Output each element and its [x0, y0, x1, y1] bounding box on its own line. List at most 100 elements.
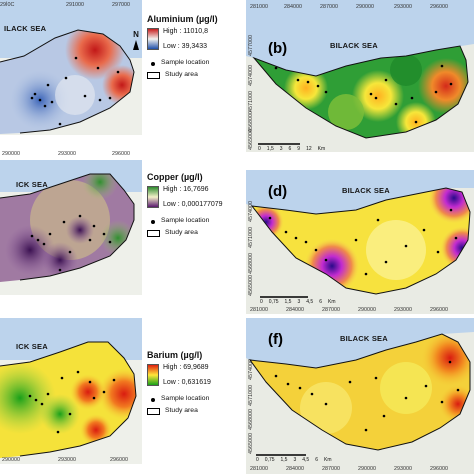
- scale-label: Km: [317, 146, 326, 152]
- legend-color-ramp: [147, 364, 159, 386]
- scale-label: 9: [297, 146, 301, 152]
- north-label: N: [133, 30, 139, 39]
- tick-top-b-2: 287000: [320, 4, 338, 10]
- sea-label-c: ICK SEA: [16, 180, 48, 189]
- scale-label: 4,5: [306, 299, 314, 305]
- legend-high: High : 11010,8: [163, 28, 209, 35]
- scale-label: 3: [293, 457, 297, 463]
- sea-label-e: ICK SEA: [16, 342, 48, 351]
- study-area-box-icon: [147, 72, 160, 79]
- tick-left-d-1: 4571000: [248, 227, 254, 248]
- legend-color-ramp: [147, 186, 159, 208]
- tick-top-a-0: 29Ì0C: [0, 2, 15, 8]
- tick-bottom-d-3: 290000: [358, 307, 376, 313]
- study-area-box-icon: [147, 230, 160, 237]
- tick-bottom-e-1: 293000: [58, 457, 76, 463]
- legend-color-ramp: [147, 28, 159, 50]
- scale-labels-f: 0 0,75 1,5 3 4,5 6 Km: [256, 457, 337, 463]
- tick-left-f-0: 4574000: [248, 359, 254, 380]
- tick-left-b-2: 4571000: [248, 91, 254, 112]
- scale-label: Km: [327, 299, 336, 305]
- tick-bottom-f-1: 284000: [286, 466, 304, 472]
- legend-study: Study area: [165, 71, 198, 78]
- sample-dot-icon: [151, 62, 155, 66]
- sea-label-f: BILACK SEA: [340, 334, 388, 343]
- tick-top-b-5: 296000: [430, 4, 448, 10]
- map-image-barium-left: [0, 318, 142, 464]
- legend-sample: Sample location: [161, 59, 210, 66]
- tick-bottom-d-2: 287000: [322, 307, 340, 313]
- tick-bottom-e-0: 290000: [2, 457, 20, 463]
- tick-top-a-2: 297000: [112, 2, 130, 8]
- map-image-aluminium-right: [246, 0, 474, 152]
- tick-bottom-e-2: 296000: [110, 457, 128, 463]
- tick-top-b-0: 281000: [250, 4, 268, 10]
- scale-label: 12: [306, 146, 312, 152]
- legend-title: Barium (µg/l): [147, 350, 203, 360]
- map-image-copper-left: [0, 160, 142, 295]
- tick-top-a-1: 291000: [66, 2, 84, 8]
- tick-left-f-3: 4565000: [248, 433, 254, 454]
- tick-top-b-4: 293000: [394, 4, 412, 10]
- tick-top-b-3: 290000: [356, 4, 374, 10]
- scale-label: 1,5: [284, 299, 292, 305]
- scale-label: 1,5: [266, 146, 274, 152]
- legend-study: Study area: [165, 229, 198, 236]
- scale-labels-b: 0 1,5 3 6 9 12 Km: [258, 146, 331, 152]
- scale-label: 0,75: [268, 299, 279, 305]
- map-panel-b: (b) BILACK SEA 281000 284000 287000 2900…: [246, 0, 474, 152]
- tick-bottom-f-4: 293000: [394, 466, 412, 472]
- scale-label: Km: [323, 457, 332, 463]
- tick-bottom-f-0: 281000: [250, 466, 268, 472]
- legend-high: High : 69,9689: [163, 364, 209, 371]
- north-arrow-icon: [133, 40, 139, 50]
- map-panel-e: ICK SEA 290000 293000 296000: [0, 318, 142, 464]
- map-panel-f: (f) BILACK SEA 4574000 4571000 4568000 4…: [246, 318, 474, 474]
- tick-top-c-row-1: 293000: [58, 151, 76, 157]
- legend-low: Low : 39,3433: [163, 43, 207, 50]
- tick-left-d-0: 4574000: [248, 201, 254, 222]
- scale-label: 4,5: [302, 457, 310, 463]
- tick-left-d-2: 4568000: [248, 253, 254, 274]
- tick-bottom-f-5: 296000: [430, 466, 448, 472]
- tick-left-d-3: 4565000: [248, 275, 254, 296]
- scale-label: 6: [288, 146, 292, 152]
- tick-top-c-row-0: 290000: [2, 151, 20, 157]
- legend-study: Study area: [165, 407, 198, 414]
- map-image-copper-right: [246, 170, 474, 314]
- scale-label: 3: [297, 299, 301, 305]
- scale-label: 0,75: [264, 457, 275, 463]
- tick-bottom-f-3: 290000: [358, 466, 376, 472]
- tick-left-f-2: 4568000: [248, 409, 254, 430]
- tick-top-b-1: 284000: [284, 4, 302, 10]
- tick-top-c-row-2: 296000: [112, 151, 130, 157]
- sea-label-b: BILACK SEA: [330, 41, 378, 50]
- sample-dot-icon: [151, 220, 155, 224]
- tick-left-f-1: 4571000: [248, 385, 254, 406]
- legend-title: Aluminium (µg/l): [147, 14, 218, 24]
- scale-label: 0: [256, 457, 259, 463]
- tick-left-b-4: 4565000: [248, 129, 254, 150]
- panel-letter-f: (f): [268, 331, 283, 348]
- scale-label: 1,5: [280, 457, 288, 463]
- tick-left-b-1: 4574000: [248, 65, 254, 86]
- scale-label: 6: [319, 299, 322, 305]
- tick-bottom-d-0: 281000: [250, 307, 268, 313]
- map-image-barium-right: [246, 318, 474, 474]
- legend-sample: Sample location: [161, 217, 210, 224]
- panel-letter-d: (d): [268, 183, 288, 200]
- map-panel-d: (d) BILACK SEA 4574000 4571000 4568000 4…: [246, 170, 474, 314]
- legend-low: Low : 0,000177079: [163, 201, 223, 208]
- legend-high: High : 16,7696: [163, 186, 209, 193]
- sea-label-d: BILACK SEA: [342, 186, 390, 195]
- map-panel-c: ICK SEA 290000 293000 296000: [0, 160, 142, 295]
- scale-label: 3: [279, 146, 283, 152]
- scale-labels-d: 0 0,75 1,5 3 4,5 6 Km: [260, 299, 341, 305]
- legend-title: Copper (µg/l): [147, 172, 203, 182]
- legend-sample: Sample location: [161, 395, 210, 402]
- tick-left-b-0: 4577000: [248, 35, 254, 56]
- panel-letter-b: (b): [268, 40, 288, 57]
- sample-dot-icon: [151, 398, 155, 402]
- scale-label: 0: [258, 146, 261, 152]
- study-area-box-icon: [147, 408, 160, 415]
